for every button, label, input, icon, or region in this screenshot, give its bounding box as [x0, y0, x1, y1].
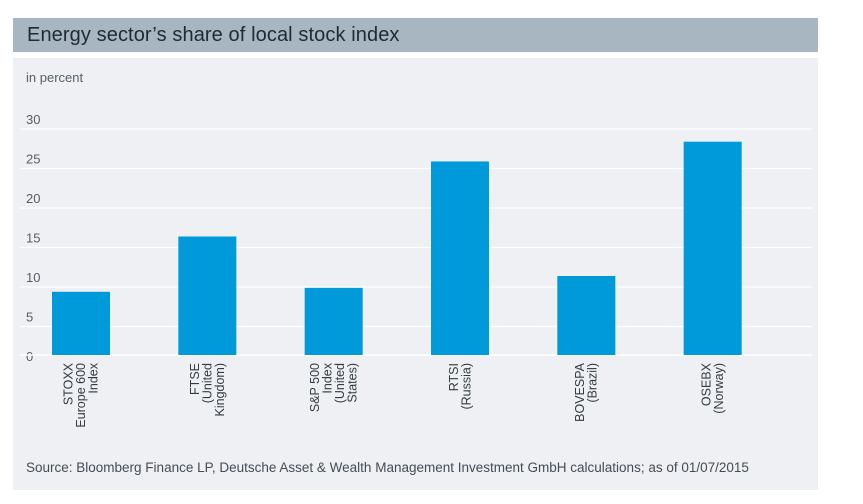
- bar: [304, 287, 363, 355]
- y-tick-label: 0: [26, 349, 33, 364]
- bar: [683, 141, 742, 355]
- x-tick-label-line: STOXX: [62, 362, 76, 405]
- x-tick-label-line: Index: [87, 362, 101, 393]
- y-tick-label: 20: [26, 191, 40, 206]
- bar: [52, 291, 110, 355]
- x-tick-label: BOVESPA(Brazil): [573, 362, 600, 421]
- y-axis-unit-label: in percent: [26, 70, 84, 85]
- x-tick-label-line: (United: [200, 363, 214, 403]
- x-tick-label-line: (Brazil): [586, 363, 600, 403]
- x-tick-label-line: Index: [320, 362, 334, 393]
- y-tick-label: 5: [26, 310, 33, 325]
- bar: [557, 276, 616, 355]
- y-tick-label: 30: [26, 112, 40, 127]
- x-tick-label-line: States): [345, 363, 359, 403]
- title-bar: Energy sector’s share of local stock ind…: [13, 18, 818, 52]
- x-tick-label-line: BOVESPA: [573, 362, 587, 421]
- x-tick-label-line: (Norway): [712, 363, 726, 414]
- x-tick-label: OSEBX(Norway): [699, 362, 726, 413]
- chart-title: Energy sector’s share of local stock ind…: [27, 24, 400, 46]
- x-tick-label-line: (Russia): [459, 363, 473, 410]
- y-tick-label: 10: [26, 270, 40, 285]
- x-tick-label-line: S&P 500: [308, 363, 322, 412]
- bar: [431, 161, 489, 355]
- x-tick-label-line: Europe 600: [74, 363, 88, 428]
- x-tick-label-line: Kingdom): [213, 363, 227, 417]
- y-tick-label: 15: [26, 231, 40, 246]
- x-tick-label-line: OSEBX: [699, 362, 713, 406]
- x-tick-label-line: RTSI: [447, 363, 461, 391]
- y-tick-label: 25: [26, 152, 40, 167]
- bar: [178, 236, 237, 355]
- x-tick-label: RTSI(Russia): [447, 363, 474, 410]
- x-tick-label-line: (United: [333, 363, 347, 403]
- x-tick-label-line: FTSE: [188, 363, 202, 395]
- source-note: Source: Bloomberg Finance LP, Deutsche A…: [26, 460, 749, 475]
